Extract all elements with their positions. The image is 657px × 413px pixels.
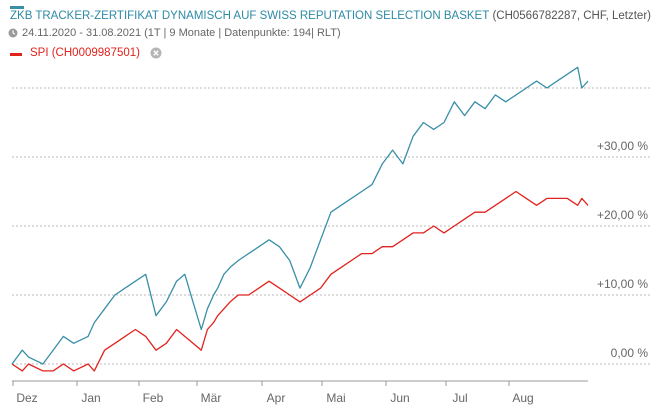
x-tick-label: Jun <box>390 391 409 405</box>
y-tick-label: +20,00 % <box>597 208 648 222</box>
x-tick-label: Mär <box>201 391 222 405</box>
x-tick-label: Apr <box>267 391 286 405</box>
compare-series-title[interactable]: SPI (CH0009987501) <box>30 47 140 59</box>
date-range-info: 24.11.2020 - 31.08.2021 (1T | 9 Monate |… <box>8 27 341 39</box>
compare-series-line[interactable] <box>11 190 589 372</box>
compare-series-swatch <box>10 53 22 56</box>
y-tick-label: +30,00 % <box>597 139 648 153</box>
clock-icon <box>8 28 18 38</box>
x-tick-label: Feb <box>143 391 164 405</box>
close-circle-icon[interactable] <box>150 47 162 59</box>
x-tick-label: Jul <box>452 391 467 405</box>
y-tick-label: 0,00 % <box>611 346 649 360</box>
main-series-title: ZKB TRACKER-ZERTIFIKAT DYNAMISCH AUF SWI… <box>10 10 490 22</box>
y-tick-label: +10,00 % <box>597 277 648 291</box>
x-tick-label: Jan <box>81 391 100 405</box>
x-tick-label: Mai <box>326 391 345 405</box>
x-tick-label: Dez <box>16 391 37 405</box>
date-range-text: 24.11.2020 - 31.08.2021 (1T | 9 Monate |… <box>22 27 341 39</box>
legend-main-series: ZKB TRACKER-ZERTIFIKAT DYNAMISCH AUF SWI… <box>10 10 651 22</box>
main-series-meta: (CH0566782287, CHF, Letzter) <box>492 10 651 22</box>
x-tick-label: Aug <box>512 391 533 405</box>
main-series-swatch <box>10 6 24 9</box>
legend-compare-series: SPI (CH0009987501) <box>30 47 162 59</box>
main-series-line[interactable] <box>11 66 589 365</box>
